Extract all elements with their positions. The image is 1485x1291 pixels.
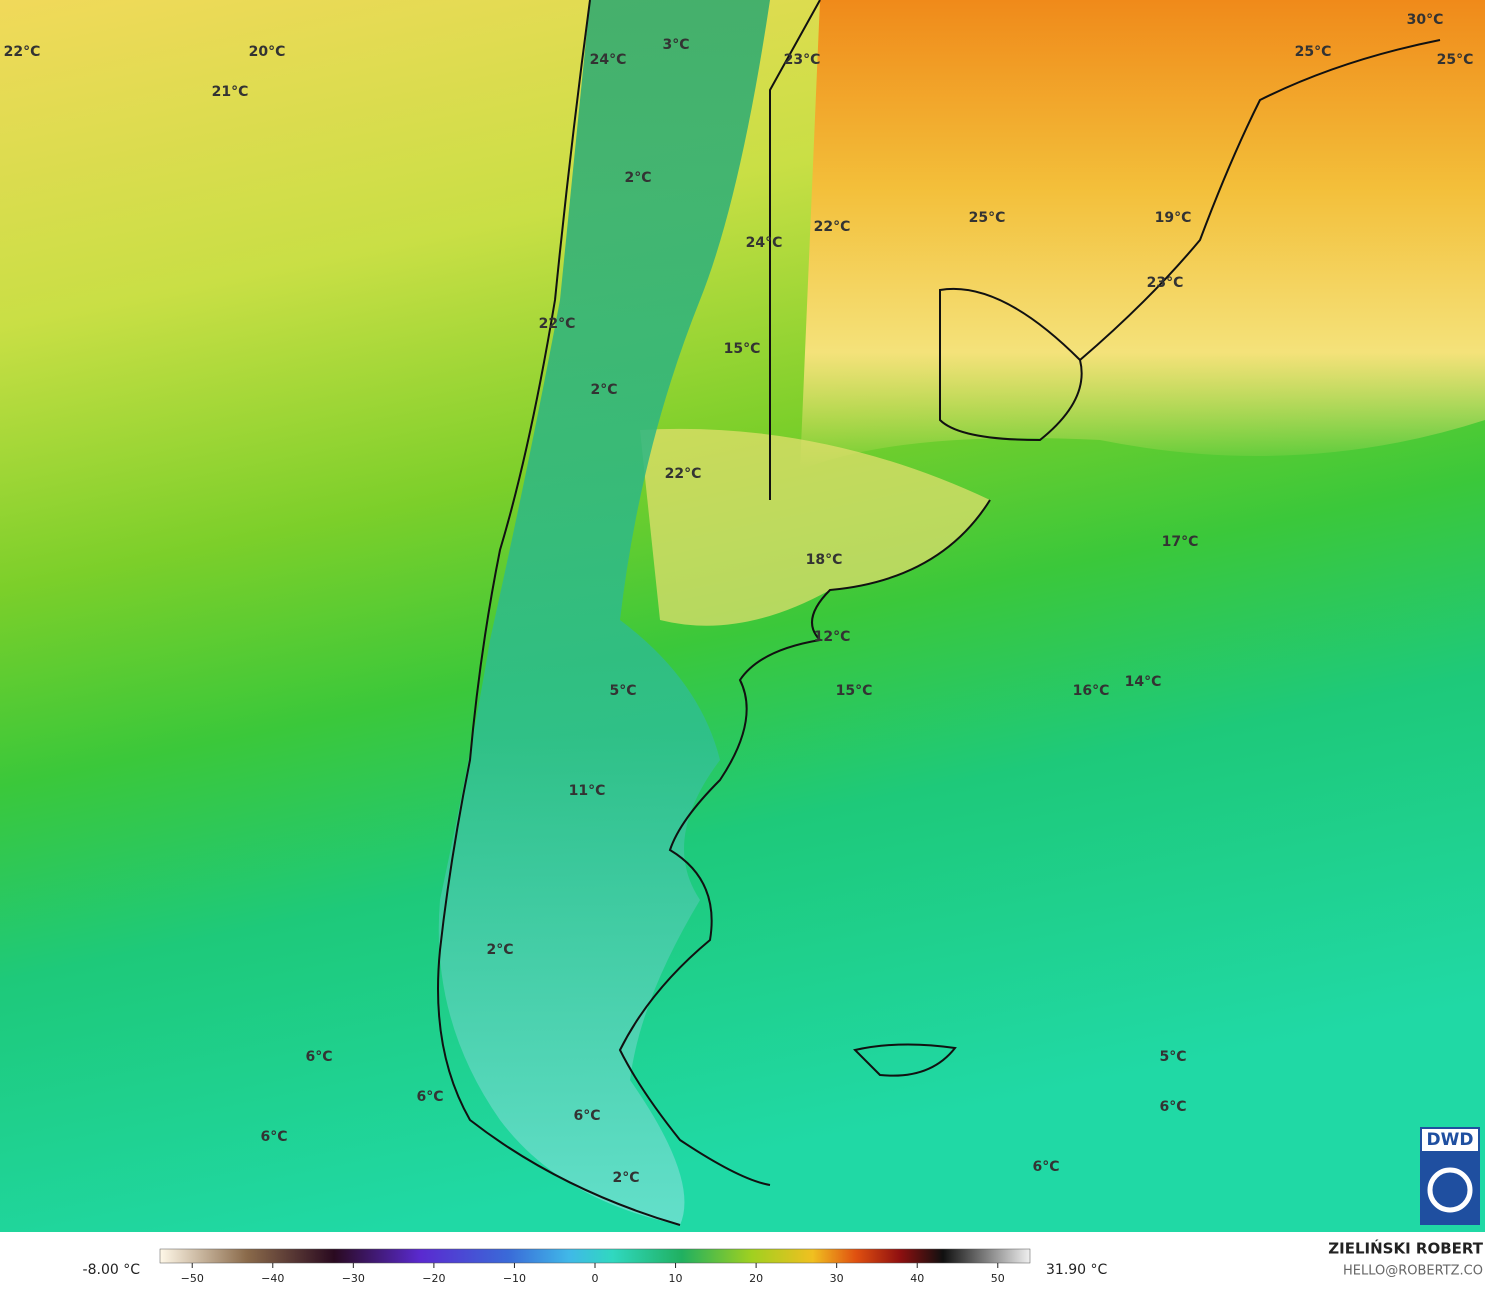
dwd-logo-text: DWD	[1427, 1130, 1474, 1150]
dwd-logo-swirl	[1427, 1167, 1473, 1213]
temperature-label: 25°C	[1295, 44, 1332, 60]
temperature-label: 3°C	[662, 37, 689, 53]
andes-region	[438, 0, 770, 1225]
colorbar-tick-label: −40	[261, 1272, 284, 1285]
temperature-label: 22°C	[4, 44, 41, 60]
coastline-west	[437, 0, 681, 1226]
temperature-label: 23°C	[784, 52, 821, 68]
temperature-label: 12°C	[814, 629, 851, 645]
temperature-label: 25°C	[1437, 52, 1474, 68]
colorbar-tick-label: 30	[830, 1272, 844, 1285]
temperature-label: 11°C	[569, 783, 606, 799]
colorbar-max: 31.90 °C	[1046, 1262, 1108, 1278]
temperature-label: 24°C	[590, 52, 627, 68]
email: HELLO@ROBERTZ.CO	[1343, 1264, 1483, 1279]
temperature-label: 6°C	[1159, 1099, 1186, 1115]
temperature-label: 6°C	[260, 1129, 287, 1145]
temperature-label: 2°C	[590, 382, 617, 398]
temperature-label: 6°C	[305, 1049, 332, 1065]
temperature-label: 6°C	[416, 1089, 443, 1105]
temperature-label: 22°C	[665, 466, 702, 482]
colorbar-tick-label: 50	[991, 1272, 1005, 1285]
temperature-label: 2°C	[612, 1170, 639, 1186]
temperature-label: 23°C	[1147, 275, 1184, 291]
temperature-label: 19°C	[1155, 210, 1192, 226]
temperature-label: 2°C	[624, 170, 651, 186]
temperature-label: 2°C	[486, 942, 513, 958]
temperature-label: 22°C	[814, 219, 851, 235]
temperature-label: 20°C	[249, 44, 286, 60]
temperature-label: 17°C	[1162, 534, 1199, 550]
colorbar-min: -8.00 °C	[83, 1262, 141, 1278]
colorbar-tick-label: 20	[749, 1272, 763, 1285]
temperature-label: 5°C	[1159, 1049, 1186, 1065]
author: ZIELIŃSKI ROBERT	[1328, 1239, 1483, 1258]
temperature-label: 14°C	[1125, 674, 1162, 690]
colorbar-tick-label: −10	[503, 1272, 526, 1285]
coastline	[618, 0, 1441, 1186]
colorbar-tick-label: −20	[422, 1272, 445, 1285]
temperature-label: 15°C	[724, 341, 761, 357]
dwd-logo-band	[1422, 1129, 1478, 1151]
temperature-label: 5°C	[609, 683, 636, 699]
colorbar-tick-label: −30	[342, 1272, 365, 1285]
colorbar-tick-label: −50	[181, 1272, 204, 1285]
temperature-label: 6°C	[573, 1108, 600, 1124]
temperature-label: 22°C	[539, 316, 576, 332]
colorbar-tick-label: 40	[910, 1272, 924, 1285]
temperature-label: 15°C	[836, 683, 873, 699]
colorbar	[159, 1248, 1031, 1264]
colorbar-tick-label: 0	[592, 1272, 599, 1285]
temperature-label: 24°C	[746, 235, 783, 251]
temperature-label: 30°C	[1407, 12, 1444, 28]
warm-region	[800, 0, 1485, 470]
temperature-label: 16°C	[1073, 683, 1110, 699]
temperature-label: 6°C	[1032, 1159, 1059, 1175]
pampas-region	[640, 428, 990, 626]
colorbar-tick-label: 10	[669, 1272, 683, 1285]
temperature-label: 21°C	[212, 84, 249, 100]
temperature-label: 18°C	[806, 552, 843, 568]
falkland-islands	[853, 1043, 957, 1077]
temperature-label: 25°C	[969, 210, 1006, 226]
